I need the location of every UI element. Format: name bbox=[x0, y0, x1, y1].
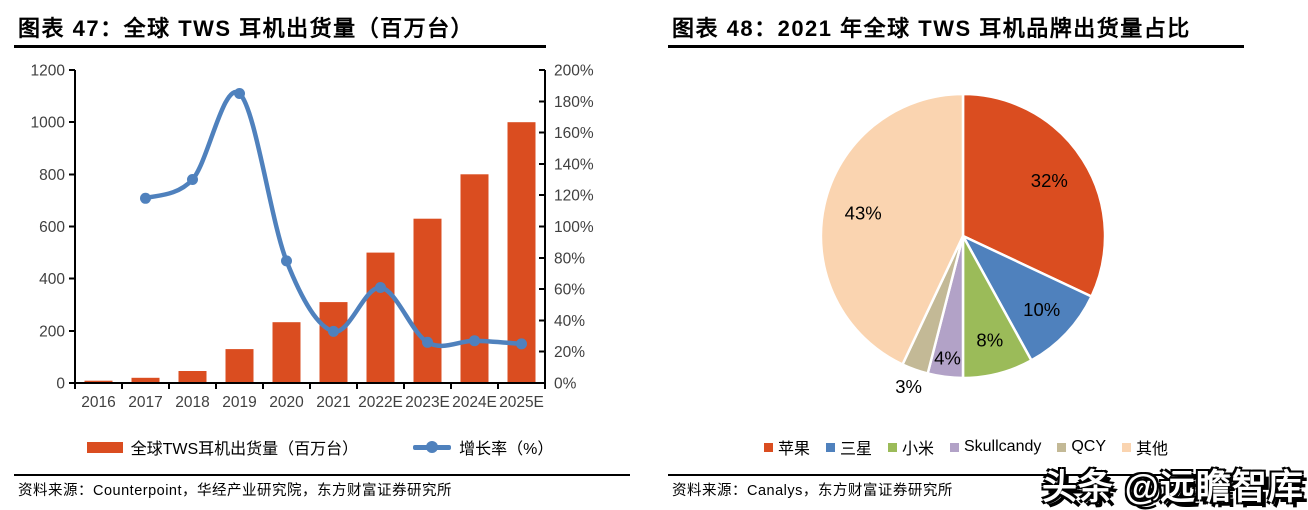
pie-label-Skullcandy: 4% bbox=[934, 348, 961, 369]
pie-legend-label: 其他 bbox=[1136, 441, 1169, 458]
x-axis-label: 2018 bbox=[175, 394, 209, 411]
left-axis-tick-label: 1200 bbox=[31, 63, 66, 80]
pie-legend-swatch bbox=[1057, 442, 1067, 452]
growth-point-2024E bbox=[469, 335, 480, 347]
right-axis-tick-label: 160% bbox=[554, 125, 594, 142]
x-axis-label: 2020 bbox=[269, 394, 304, 411]
pie-legend-item-5: 其他 bbox=[1122, 435, 1168, 459]
legend-label: 增长率（%） bbox=[459, 441, 554, 458]
right-axis-tick-label: 120% bbox=[554, 188, 594, 205]
watermark: 头条 @远瞻智库 bbox=[1042, 468, 1304, 507]
right-source-note: 资料来源：Canalys，东方财富证券研究所 bbox=[672, 483, 953, 499]
bar-2024E bbox=[460, 174, 489, 383]
pie-legend-label: 苹果 bbox=[777, 441, 810, 458]
left-axis-tick-label: 0 bbox=[56, 376, 65, 393]
x-axis-label: 2019 bbox=[222, 394, 256, 411]
legend-label: 全球TWS耳机出货量（百万台） bbox=[130, 441, 359, 458]
left-axis-tick-label: 400 bbox=[39, 271, 65, 288]
right-axis-tick-label: 100% bbox=[554, 219, 594, 236]
combo-chart-legend: 全球TWS耳机出货量（百万台） 增长率（%） bbox=[14, 433, 626, 461]
bar-2020 bbox=[272, 322, 301, 383]
bar-2023E bbox=[413, 218, 442, 383]
growth-point-2023E bbox=[422, 336, 433, 348]
pie-slice-0-苹果 bbox=[961, 92, 1107, 298]
right-title-rule bbox=[668, 45, 1244, 48]
pie-legend-swatch bbox=[1122, 442, 1132, 452]
pie-slice-1-三星 bbox=[961, 234, 1093, 362]
x-axis-label: 2017 bbox=[128, 394, 162, 411]
right-axis-tick-label: 140% bbox=[554, 156, 594, 173]
growth-point-2022E bbox=[375, 282, 386, 293]
combo-chart: 0 200 400 600 800 1000 1200 0% 20% 40% 60% 80% 100% 1… bbox=[14, 54, 626, 426]
growth-point-2019 bbox=[234, 88, 245, 99]
left-source-rule bbox=[14, 474, 630, 476]
pie-label-其他: 43% bbox=[845, 203, 882, 224]
left-axis-tick-label: 600 bbox=[39, 219, 65, 236]
right-source-rule bbox=[668, 474, 1250, 476]
left-axis-tick-label: 1000 bbox=[31, 115, 66, 132]
pie-label-QCY: 3% bbox=[895, 376, 922, 397]
right-axis-tick-label: 180% bbox=[554, 94, 594, 111]
pie-legend-item-0: 苹果 bbox=[763, 435, 810, 459]
pie-slice-5-其他 bbox=[819, 92, 965, 366]
x-axis-label: 2023E bbox=[405, 394, 450, 411]
line-swatch bbox=[413, 440, 452, 453]
growth-rate-line bbox=[143, 89, 524, 349]
growth-point-2021 bbox=[328, 325, 339, 337]
pie-legend-label: 小米 bbox=[901, 441, 934, 458]
growth-point-2025E bbox=[516, 338, 527, 350]
growth-point-2017 bbox=[140, 192, 151, 204]
pie-legend-swatch bbox=[887, 442, 897, 452]
pie-label-苹果: 32% bbox=[1031, 170, 1068, 191]
pie-legend-swatch bbox=[763, 442, 773, 452]
x-axis-label: 2022E bbox=[358, 394, 403, 411]
x-axis-label: 2024E bbox=[452, 394, 497, 411]
right-axis-tick-label: 40% bbox=[554, 313, 585, 330]
bar-2021 bbox=[319, 302, 348, 383]
pie-label-三星: 10% bbox=[1023, 299, 1060, 320]
x-axis-label: 2021 bbox=[316, 394, 350, 411]
growth-point-2018 bbox=[187, 174, 198, 185]
right-axis-tick-label: 200% bbox=[554, 63, 594, 80]
x-axis-label: 2016 bbox=[81, 394, 115, 411]
pie-legend-label: QCY bbox=[1071, 438, 1107, 455]
left-axis-tick-label: 800 bbox=[39, 167, 65, 184]
pie-label-小米: 8% bbox=[976, 330, 1003, 351]
pie-legend-swatch bbox=[825, 442, 835, 452]
growth-point-2020 bbox=[281, 255, 292, 267]
bar-2018 bbox=[178, 371, 207, 383]
bar-2019 bbox=[225, 349, 254, 383]
left-figure-title: 图表 47：全球 TWS 耳机出货量（百万台） bbox=[18, 16, 475, 41]
right-figure-title: 图表 48：2021 年全球 TWS 耳机品牌出货量占比 bbox=[672, 16, 1191, 41]
legend-item-growth-rate: 增长率（%） bbox=[413, 435, 553, 459]
x-axis-label: 2025E bbox=[499, 394, 544, 411]
left-axis-tick-label: 200 bbox=[39, 323, 65, 340]
pie-legend-item-2: 小米 bbox=[887, 435, 934, 459]
pie-legend-label: Skullcandy bbox=[963, 438, 1042, 455]
left-title-rule bbox=[14, 45, 546, 48]
pie-legend-item-1: 三星 bbox=[825, 435, 872, 459]
pie-legend-item-3: Skullcandy bbox=[949, 438, 1042, 456]
bar-2017 bbox=[131, 377, 160, 383]
right-axis-tick-label: 60% bbox=[554, 282, 585, 299]
pie-legend-item-4: QCY bbox=[1057, 438, 1106, 456]
bar-2016 bbox=[84, 380, 113, 383]
pie-chart-legend: 苹果 三星 小米 Skullcandy QCY 其他 bbox=[654, 434, 1278, 460]
pie-chart-svg: 32% 10% 8% 4% 3% 43% bbox=[819, 92, 1107, 397]
right-axis-tick-label: 0% bbox=[554, 376, 577, 393]
pie-legend-swatch bbox=[949, 442, 959, 452]
bar-2022E bbox=[366, 252, 395, 383]
bar-swatch bbox=[86, 441, 123, 453]
right-axis-tick-label: 20% bbox=[554, 344, 585, 361]
left-source-note: 资料来源：Counterpoint，华经产业研究院，东方财富证券研究所 bbox=[18, 483, 453, 499]
combo-chart-svg: 0 200 400 600 800 1000 1200 0% 20% 40% 60% 80% 100% 1… bbox=[31, 63, 594, 412]
pie-legend-label: 三星 bbox=[839, 441, 872, 458]
legend-item-shipments: 全球TWS耳机出货量（百万台） bbox=[86, 435, 359, 459]
right-axis-tick-label: 80% bbox=[554, 250, 585, 267]
line-marker-swatch bbox=[426, 440, 439, 453]
pie-chart: 32% 10% 8% 4% 3% 43% bbox=[654, 54, 1308, 420]
